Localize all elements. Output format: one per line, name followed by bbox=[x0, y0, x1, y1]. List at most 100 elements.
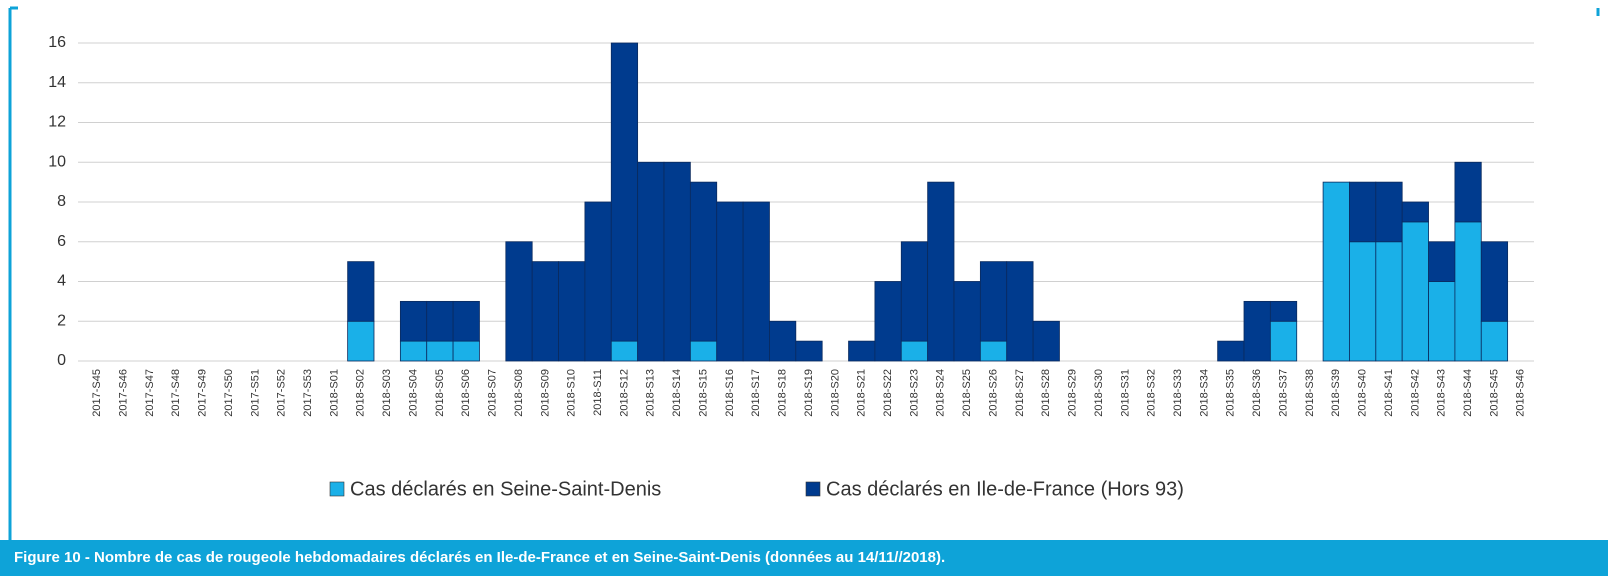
y-tick-label: 4 bbox=[57, 273, 66, 290]
legend-swatch bbox=[805, 481, 821, 497]
legend-label: Cas déclarés en Seine-Saint-Denis bbox=[350, 478, 661, 500]
x-tick-label: 2018-S08 bbox=[513, 369, 525, 417]
x-tick-label: 2017-S50 bbox=[223, 369, 235, 417]
x-tick-label: 2018-S29 bbox=[1067, 369, 1079, 417]
x-tick-label: 2018-S21 bbox=[856, 369, 868, 417]
bar-segment bbox=[1375, 241, 1403, 362]
x-tick-label: 2018-S37 bbox=[1277, 369, 1289, 417]
bar-segment bbox=[1269, 300, 1298, 322]
x-tick-label: 2018-S12 bbox=[618, 369, 630, 417]
bar-segment bbox=[610, 42, 639, 342]
x-tick-label: 2018-S40 bbox=[1357, 369, 1369, 417]
x-tick-label: 2017-S51 bbox=[249, 369, 261, 417]
bar-segment bbox=[1454, 161, 1482, 223]
bar-segment bbox=[1322, 181, 1350, 362]
x-tick-label: 2018-S46 bbox=[1515, 369, 1527, 417]
bar-segment bbox=[663, 161, 691, 362]
bar-segment bbox=[716, 201, 744, 362]
bar-segment bbox=[848, 340, 876, 362]
y-tick-label: 16 bbox=[48, 34, 66, 51]
bar-segment bbox=[399, 300, 428, 342]
bar-segment bbox=[874, 281, 902, 362]
x-tick-label: 2018-S34 bbox=[1198, 369, 1210, 417]
bar-segment bbox=[584, 201, 612, 362]
x-tick-label: 2018-S15 bbox=[697, 369, 709, 417]
bar-segment bbox=[1375, 181, 1403, 243]
x-tick-label: 2018-S33 bbox=[1172, 369, 1184, 417]
caption: Figure 10 - Nombre de cas de rougeole he… bbox=[0, 540, 1608, 576]
bar-segment bbox=[1349, 181, 1377, 243]
bar-segment bbox=[1480, 320, 1509, 362]
bar-segment bbox=[1269, 320, 1298, 362]
x-tick-label: 2018-S09 bbox=[539, 369, 551, 417]
bar-segment bbox=[769, 320, 797, 362]
x-tick-label: 2018-S03 bbox=[381, 369, 393, 417]
x-tick-label: 2018-S17 bbox=[750, 369, 762, 417]
x-tick-label: 2018-S13 bbox=[645, 369, 657, 417]
bar-segment bbox=[637, 161, 665, 362]
bar-segment bbox=[399, 340, 428, 362]
bar-segment bbox=[610, 340, 639, 362]
bar-segment bbox=[558, 261, 586, 362]
x-tick-label: 2018-S35 bbox=[1225, 369, 1237, 417]
legend-label: Cas déclarés en Ile-de-France (Hors 93) bbox=[826, 478, 1184, 500]
x-tick-label: 2018-S07 bbox=[487, 369, 499, 417]
x-tick-label: 2018-S04 bbox=[407, 369, 419, 417]
bar-segment bbox=[1243, 300, 1271, 362]
x-tick-label: 2018-S20 bbox=[829, 369, 841, 417]
bar-segment bbox=[1349, 241, 1377, 362]
bar-segment bbox=[795, 340, 823, 362]
bar-segment bbox=[900, 241, 929, 342]
x-tick-label: 2018-S38 bbox=[1304, 369, 1316, 417]
x-tick-label: 2018-S27 bbox=[1014, 369, 1026, 417]
x-tick-label: 2018-S05 bbox=[434, 369, 446, 417]
x-tick-label: 2018-S30 bbox=[1093, 369, 1105, 417]
bar-segment bbox=[689, 181, 718, 342]
x-tick-label: 2017-S53 bbox=[302, 369, 314, 417]
x-tick-label: 2017-S45 bbox=[91, 369, 103, 417]
bar-segment bbox=[452, 340, 480, 362]
bar-segment bbox=[1401, 201, 1429, 223]
x-tick-label: 2018-S44 bbox=[1462, 369, 1474, 417]
bar-segment bbox=[953, 281, 981, 362]
bar-segment bbox=[1401, 221, 1429, 362]
bar-segment bbox=[689, 340, 718, 362]
legend-swatch bbox=[329, 481, 345, 497]
x-tick-label: 2017-S47 bbox=[144, 369, 156, 417]
bar-segment bbox=[1032, 320, 1060, 362]
x-tick-label: 2018-S14 bbox=[671, 369, 683, 417]
x-tick-label: 2018-S01 bbox=[328, 369, 340, 417]
bar-segment bbox=[1428, 281, 1456, 362]
x-tick-label: 2018-S18 bbox=[777, 369, 789, 417]
bar-segment bbox=[1428, 241, 1456, 282]
bar-segment bbox=[742, 201, 770, 362]
bar-segment bbox=[1217, 340, 1245, 362]
y-tick-label: 12 bbox=[48, 114, 66, 131]
x-tick-label: 2018-S06 bbox=[460, 369, 472, 417]
bar-segment bbox=[347, 261, 375, 322]
bar-segment bbox=[927, 181, 955, 362]
y-tick-label: 2 bbox=[57, 312, 66, 329]
x-tick-label: 2017-S52 bbox=[276, 369, 288, 417]
bar-segment bbox=[1006, 261, 1034, 362]
x-tick-label: 2018-S31 bbox=[1119, 369, 1131, 417]
bar-segment bbox=[1480, 241, 1509, 322]
x-tick-label: 2018-S11 bbox=[592, 369, 604, 416]
y-tick-label: 8 bbox=[57, 193, 66, 210]
bar-segment bbox=[426, 340, 454, 362]
x-tick-label: 2018-S19 bbox=[803, 369, 815, 417]
x-tick-label: 2018-S32 bbox=[1146, 369, 1158, 417]
x-tick-label: 2017-S48 bbox=[170, 369, 182, 417]
x-tick-label: 2018-S39 bbox=[1330, 369, 1342, 417]
bar-segment bbox=[426, 300, 454, 342]
x-tick-label: 2018-S10 bbox=[566, 369, 578, 417]
bar-segment bbox=[900, 340, 929, 362]
bar-segment bbox=[979, 261, 1008, 342]
bar-segment bbox=[505, 241, 533, 362]
x-tick-label: 2017-S49 bbox=[197, 369, 209, 417]
x-tick-label: 2018-S28 bbox=[1040, 369, 1052, 417]
frame bbox=[8, 6, 1600, 540]
x-tick-label: 2018-S23 bbox=[908, 369, 920, 417]
bar-segment bbox=[979, 340, 1008, 362]
